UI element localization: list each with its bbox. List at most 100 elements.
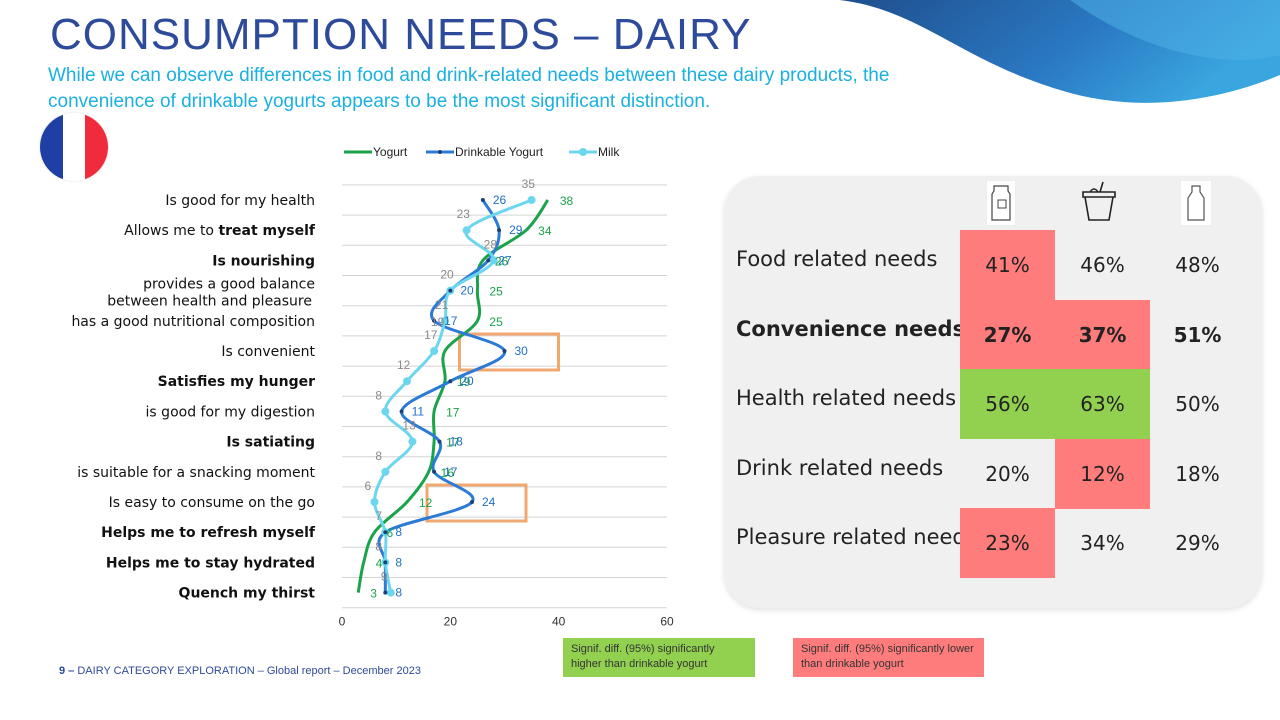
need-label: Health related needs bbox=[736, 386, 957, 411]
yogurt-data-label: 3 bbox=[370, 587, 377, 601]
drinkable-yogurt-point bbox=[480, 198, 485, 202]
legend-marker bbox=[438, 150, 442, 154]
signif-lower-legend: Signif. diff. (95%) significantly lower … bbox=[793, 638, 984, 677]
drinkable-yogurt-point bbox=[432, 318, 437, 323]
x-tick-label: 20 bbox=[444, 615, 458, 629]
legend-label: Milk bbox=[598, 145, 620, 159]
needs-row: Pleasure related needs 23% 34% 29% bbox=[724, 508, 1262, 579]
need-value-cell: 56% bbox=[960, 369, 1055, 440]
milk-data-label: 13 bbox=[402, 419, 416, 433]
signif-higher-legend: Signif. diff. (95%) significantly higher… bbox=[563, 638, 755, 677]
drinkable-yogurt-point bbox=[383, 590, 388, 595]
category-label: Is nourishing bbox=[212, 253, 315, 269]
drinkable-yogurt-line bbox=[377, 199, 506, 593]
need-value-cell: 41% bbox=[960, 230, 1055, 300]
drinkable-yogurt-data-label: 17 bbox=[444, 314, 458, 328]
need-value-cell: 23% bbox=[960, 508, 1055, 579]
need-value-cell: 48% bbox=[1175, 253, 1220, 277]
needs-row: Convenience needs 27% 37% 51% bbox=[724, 299, 1262, 370]
drinkable-yogurt-point bbox=[448, 288, 453, 293]
drinkable-yogurt-data-label: 26 bbox=[493, 193, 507, 207]
yogurt-data-label: 19 bbox=[457, 375, 471, 389]
drinkable-yogurt-point bbox=[502, 349, 507, 353]
x-tick-label: 60 bbox=[660, 615, 674, 629]
category-label: is good for my digestion bbox=[146, 404, 315, 420]
category-label-line2: between health and pleasure bbox=[107, 294, 312, 310]
milk-point bbox=[408, 437, 417, 446]
drinkable-yogurt-point bbox=[448, 379, 453, 384]
milk-point bbox=[440, 316, 449, 325]
page-number: 9 – bbox=[59, 665, 75, 677]
milk-point bbox=[430, 347, 439, 355]
milk-point bbox=[462, 226, 471, 235]
milk-point bbox=[381, 407, 390, 416]
need-label: Pleasure related needs bbox=[736, 525, 977, 550]
need-value-cell: 12% bbox=[1055, 438, 1150, 509]
milk-point bbox=[489, 256, 498, 265]
page-subtitle: While we can observe differences in food… bbox=[48, 65, 890, 112]
yogurt-data-label: 17 bbox=[446, 436, 460, 450]
yogurt-data-label: 4 bbox=[376, 556, 383, 570]
x-tick-label: 40 bbox=[552, 615, 566, 629]
highlight-box bbox=[425, 483, 528, 523]
category-label: Allows me to treat myself bbox=[124, 223, 316, 239]
yogurt-line bbox=[356, 199, 550, 593]
milk-data-label: 8 bbox=[375, 539, 382, 553]
page-title: CONSUMPTION NEEDS – DAIRY bbox=[50, 10, 752, 59]
france-flag-icon bbox=[40, 113, 108, 181]
signif-higher-text: Signif. diff. (95%) significantly higher… bbox=[571, 643, 715, 670]
signif-lower-text: Signif. diff. (95%) significantly lower … bbox=[801, 643, 974, 670]
needs-summary-panel: Food related needs 41% 46% 48% Convenience n… bbox=[724, 176, 1262, 608]
category-label: Is satiating bbox=[226, 435, 315, 451]
legend-label: Yogurt bbox=[373, 145, 408, 159]
needs-row: Drink related needs 20% 12% 18% bbox=[724, 438, 1262, 509]
need-value-cell: 37% bbox=[1055, 299, 1150, 370]
category-label: Helps me to stay hydrated bbox=[106, 555, 315, 571]
milk-data-label: 20 bbox=[440, 268, 454, 282]
drinkable-yogurt-cup-icon bbox=[1082, 181, 1116, 221]
milk-data-label: 12 bbox=[397, 358, 411, 372]
drinkable-yogurt-data-label: 30 bbox=[515, 344, 529, 358]
drinkable-yogurt-point bbox=[497, 228, 502, 233]
milk-data-label: 17 bbox=[424, 328, 438, 342]
need-value-cell: 18% bbox=[1175, 461, 1220, 486]
need-value-cell: 46% bbox=[1080, 253, 1125, 277]
drinkable-yogurt-data-label: 20 bbox=[460, 374, 474, 388]
need-label: Convenience needs bbox=[736, 316, 966, 341]
x-tick-label: 0 bbox=[339, 615, 346, 629]
drinkable-yogurt-data-label: 18 bbox=[450, 435, 464, 449]
drinkable-yogurt-data-label: 29 bbox=[509, 223, 523, 237]
category-label: Is convenient bbox=[221, 344, 315, 360]
milk-point bbox=[527, 196, 536, 204]
milk-data-label: 21 bbox=[435, 298, 449, 312]
category-label: Helps me to refresh myself bbox=[101, 525, 316, 541]
drinkable-yogurt-point bbox=[399, 409, 404, 414]
yogurt-data-label: 38 bbox=[560, 194, 574, 208]
footer: 9 – DAIRY CATEGORY EXPLORATION – Global … bbox=[59, 665, 421, 677]
category-label: has a good nutritional composition bbox=[71, 314, 315, 330]
drinkable-yogurt-point bbox=[437, 439, 442, 444]
need-value-cell: 29% bbox=[1175, 531, 1220, 556]
milk-data-label: 19 bbox=[431, 315, 445, 329]
drinkable-yogurt-data-label: 24 bbox=[482, 495, 496, 509]
yogurt-data-label: 6 bbox=[387, 526, 394, 540]
milk-data-label: 9 bbox=[381, 570, 388, 584]
legend-label: Drinkable Yogurt bbox=[455, 145, 544, 159]
legend-marker bbox=[579, 148, 587, 156]
yogurt-data-label: 26 bbox=[495, 254, 509, 268]
drinkable-yogurt-data-label: 17 bbox=[444, 465, 458, 479]
drinkable-yogurt-data-label: 27 bbox=[498, 253, 512, 267]
milk-data-label: 7 bbox=[375, 509, 382, 523]
footer-text: DAIRY CATEGORY EXPLORATION – Global repo… bbox=[77, 665, 421, 677]
highlight-box bbox=[458, 332, 560, 372]
need-value-cell: 63% bbox=[1055, 369, 1150, 440]
milk-data-label: 35 bbox=[522, 177, 536, 191]
need-value-cell: 20% bbox=[985, 461, 1030, 486]
milk-data-label: 28 bbox=[484, 237, 498, 251]
need-label: Food related needs bbox=[736, 247, 938, 271]
drinkable-yogurt-data-label: 8 bbox=[395, 586, 402, 600]
drinkable-yogurt-point bbox=[383, 560, 388, 565]
category-label: is suitable for a snacking moment bbox=[77, 465, 315, 481]
category-label: provides a good balance bbox=[143, 277, 315, 293]
drinkable-yogurt-data-label: 8 bbox=[395, 555, 402, 569]
